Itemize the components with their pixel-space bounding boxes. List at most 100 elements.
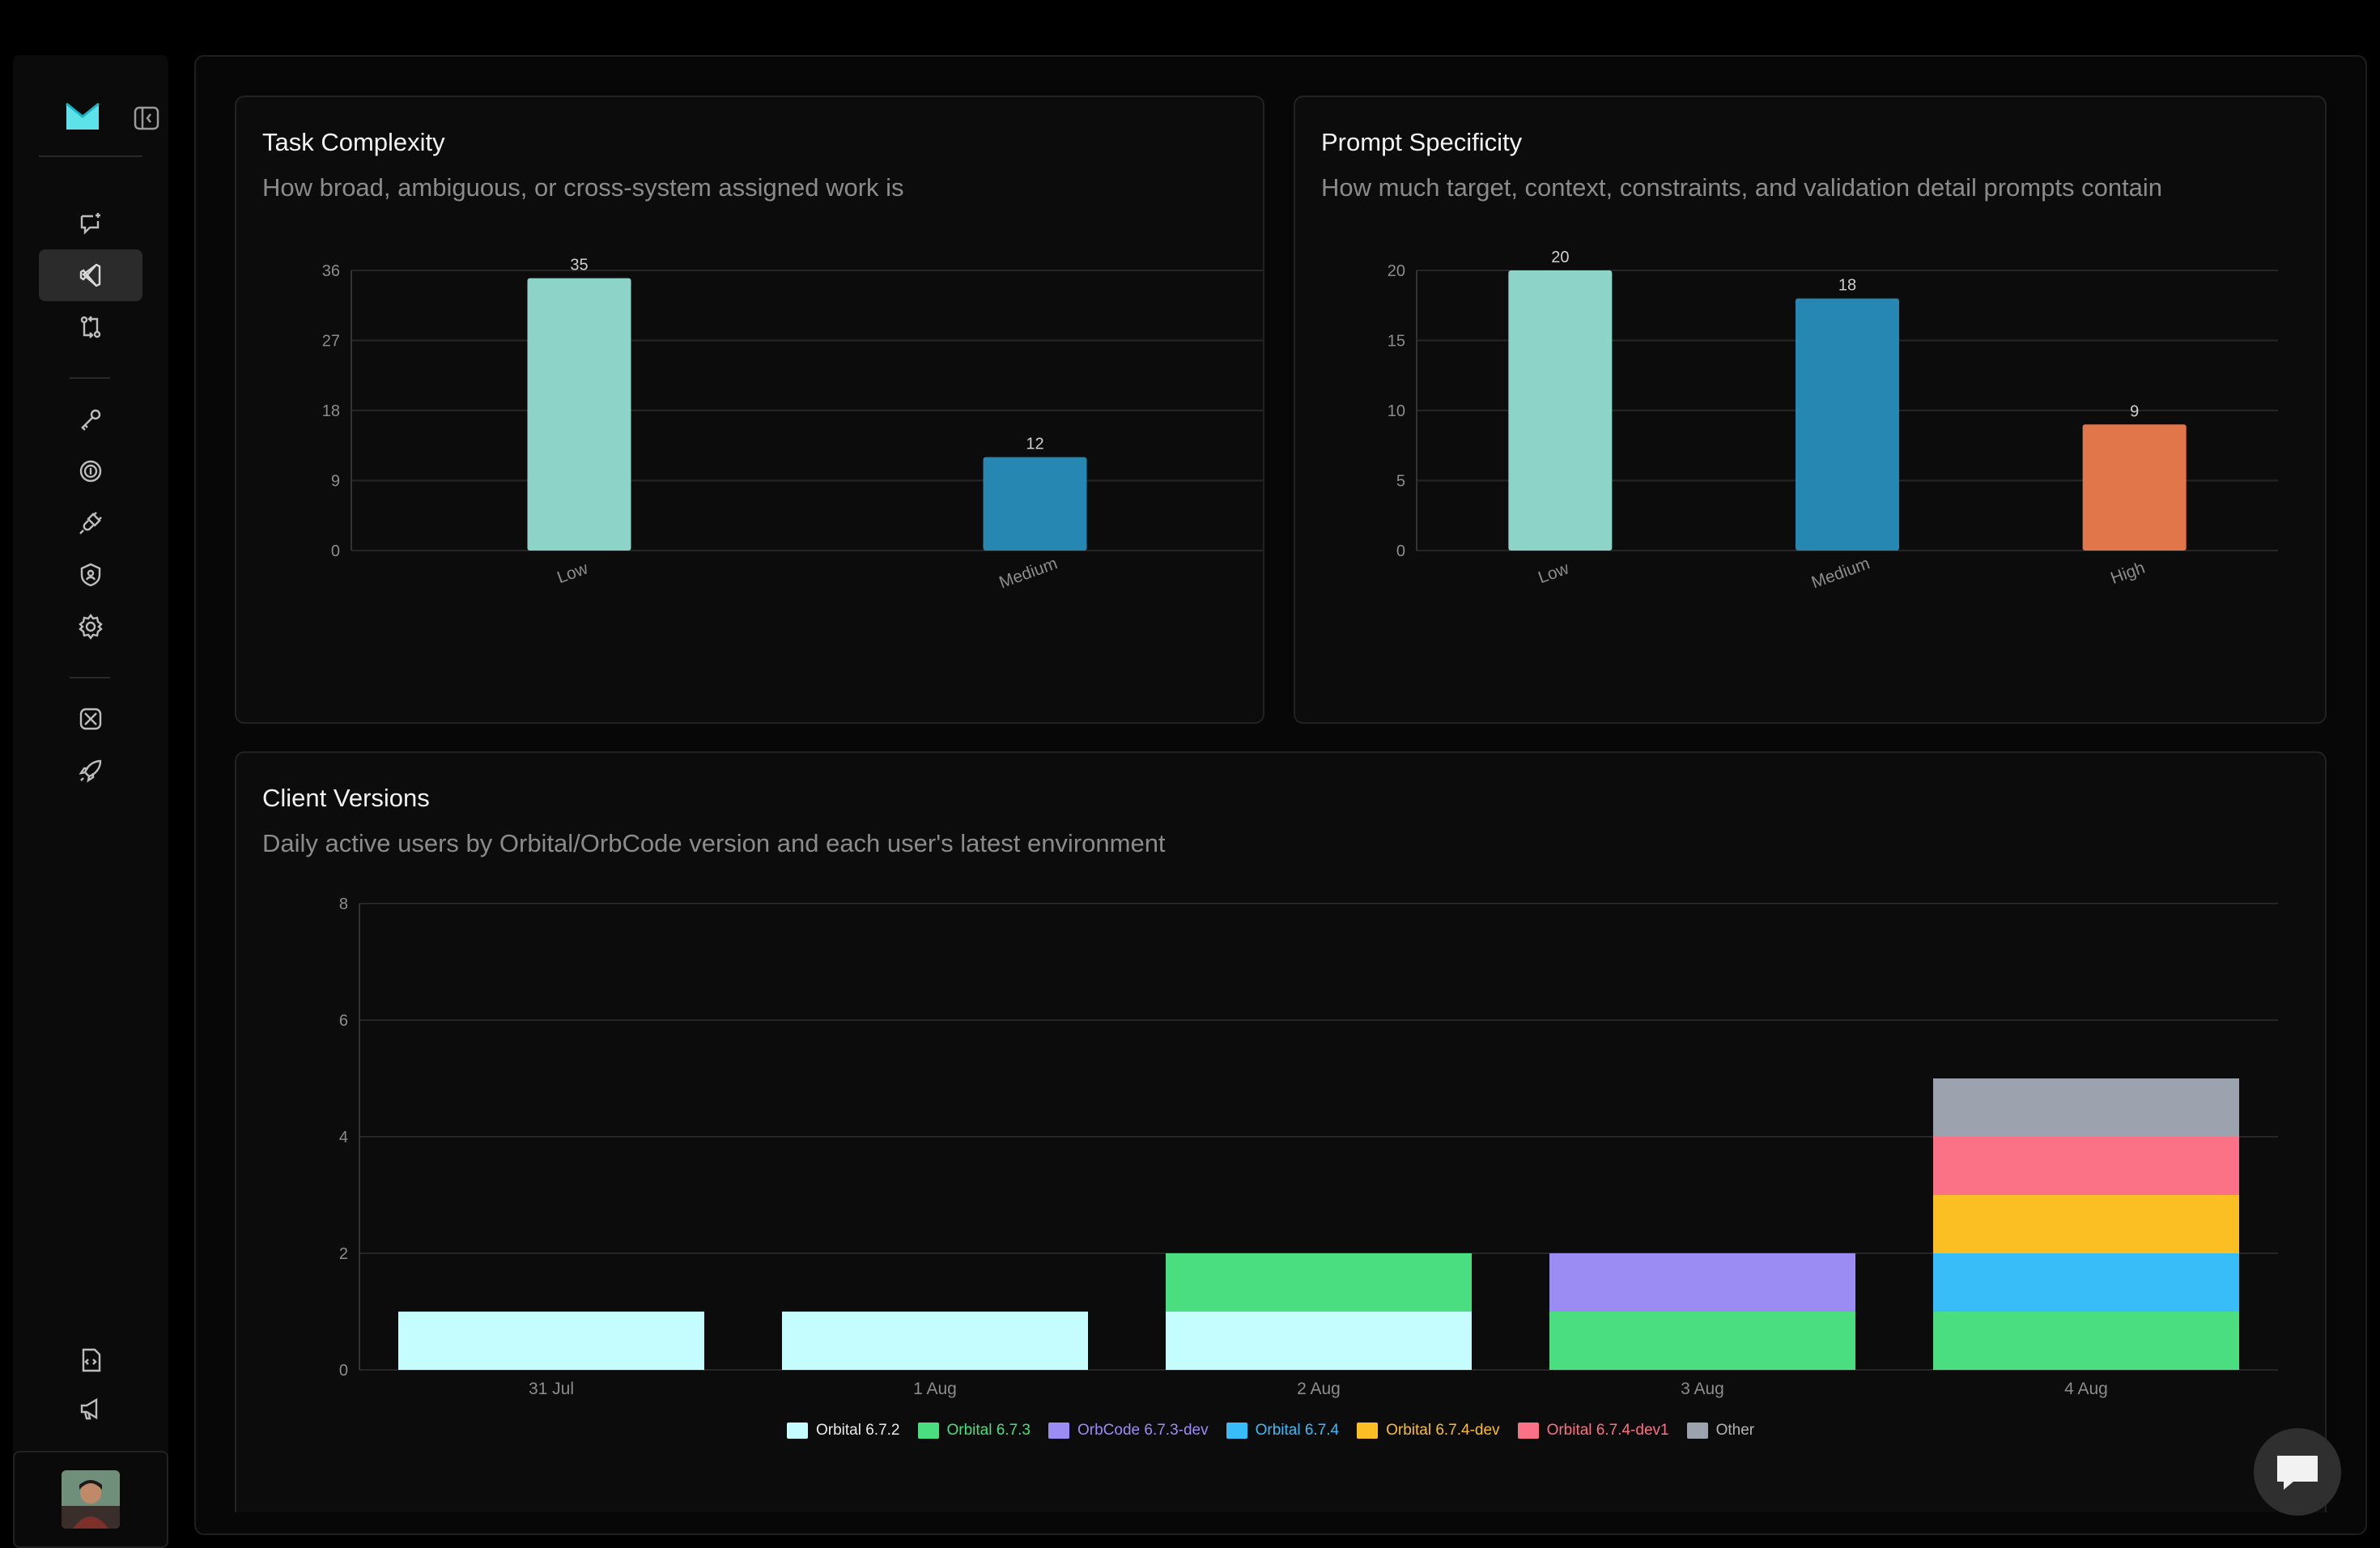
y-tick-label: 10 xyxy=(1388,402,1405,420)
sidebar xyxy=(13,55,168,1548)
x-tick-label: 4 Aug xyxy=(2064,1380,2108,1398)
sidebar-item-settings[interactable] xyxy=(39,601,142,653)
stacked-bar-segment[interactable] xyxy=(1166,1253,1472,1312)
x-tick-label: Medium xyxy=(1809,554,1872,592)
key-icon xyxy=(81,409,101,431)
y-tick-label: 27 xyxy=(322,333,340,351)
y-tick-label: 0 xyxy=(1396,542,1405,560)
chat-bubble-icon xyxy=(2277,1456,2318,1490)
announcement-icon xyxy=(80,1397,98,1420)
sidebar-item-security[interactable] xyxy=(39,549,142,601)
bar[interactable] xyxy=(1508,270,1613,551)
client-versions-card: Client Versions Daily active users by Or… xyxy=(235,751,2327,1512)
bar[interactable] xyxy=(527,278,631,551)
sidebar-item-chat[interactable] xyxy=(39,198,142,249)
y-tick-label: 0 xyxy=(339,1362,348,1380)
chat-sparkle-icon xyxy=(80,213,100,235)
legend-swatch xyxy=(1048,1423,1069,1439)
avatar[interactable] xyxy=(62,1470,120,1529)
legend-label: Other xyxy=(1715,1422,1755,1439)
bar[interactable] xyxy=(1796,298,1899,551)
sidebar-item-ide[interactable] xyxy=(39,249,142,301)
legend-label: Orbital 6.7.4-dev xyxy=(1386,1422,1500,1439)
legend-swatch xyxy=(917,1423,939,1439)
sidebar-item-integrations[interactable] xyxy=(39,497,142,549)
legend-item[interactable]: Orbital 6.7.4-dev1 xyxy=(1517,1422,1669,1440)
stacked-bar-segment[interactable] xyxy=(1933,1312,2239,1370)
y-tick-label: 5 xyxy=(1396,473,1405,491)
legend-item[interactable]: Other xyxy=(1686,1422,1755,1440)
sidebar-divider xyxy=(39,155,142,157)
collapse-sidebar-icon[interactable] xyxy=(133,105,160,131)
sidebar-divider xyxy=(70,377,110,379)
legend-label: Orbital 6.7.3 xyxy=(946,1422,1031,1439)
stacked-bar-segment[interactable] xyxy=(1166,1312,1472,1370)
legend-item[interactable]: Orbital 6.7.2 xyxy=(787,1422,900,1440)
legend-item[interactable]: OrbCode 6.7.3-dev xyxy=(1048,1422,1209,1440)
legend-swatch xyxy=(787,1423,808,1439)
legend-item[interactable]: Orbital 6.7.4 xyxy=(1226,1422,1340,1440)
stacked-bar-segment[interactable] xyxy=(1549,1253,1855,1312)
bar[interactable] xyxy=(983,457,1087,551)
chat-support-button[interactable] xyxy=(2254,1428,2341,1516)
rocket-icon xyxy=(79,759,102,783)
legend-swatch xyxy=(1686,1423,1708,1439)
x-tick-label: 1 Aug xyxy=(913,1380,957,1398)
stacked-bar-segment[interactable] xyxy=(1549,1312,1855,1370)
sidebar-item-docs[interactable] xyxy=(39,1334,142,1386)
sidebar-item-billing[interactable] xyxy=(39,445,142,497)
task-complexity-card: Task Complexity How broad, ambiguous, or… xyxy=(235,96,1264,724)
y-tick-label: 18 xyxy=(322,402,340,420)
legend-label: Orbital 6.7.4-dev1 xyxy=(1546,1422,1669,1439)
chart-legend: Orbital 6.7.2 Orbital 6.7.3 OrbCode 6.7.3-… xyxy=(787,1422,1754,1440)
data-label: 12 xyxy=(1026,436,1043,453)
x-tick-label: Medium xyxy=(997,554,1060,592)
y-tick-label: 8 xyxy=(339,895,348,913)
stacked-bar-segment[interactable] xyxy=(398,1312,704,1370)
legend-item[interactable]: Orbital 6.7.3 xyxy=(917,1422,1031,1440)
pull-request-icon xyxy=(80,316,101,338)
legend-swatch xyxy=(1226,1423,1247,1439)
main-panel: Task Complexity How broad, ambiguous, or… xyxy=(194,55,2367,1535)
data-label: 20 xyxy=(1551,249,1569,266)
y-tick-label: 0 xyxy=(331,542,340,560)
sidebar-item-feedback[interactable] xyxy=(39,1383,142,1435)
prompt-specificity-card: Prompt Specificity How much target, cont… xyxy=(1294,96,2327,724)
stacked-bar-segment[interactable] xyxy=(1933,1078,2239,1137)
card-title: Task Complexity xyxy=(262,128,445,156)
legend-swatch xyxy=(1517,1423,1539,1439)
x-tick-label: High xyxy=(2108,559,2147,588)
card-subtitle: Daily active users by Orbital/OrbCode ve… xyxy=(262,829,1166,857)
card-subtitle: How broad, ambiguous, or cross-system as… xyxy=(262,173,904,202)
card-title: Prompt Specificity xyxy=(1321,128,1523,156)
stacked-bar-segment[interactable] xyxy=(1933,1253,2239,1312)
billing-coin-icon xyxy=(79,460,102,483)
data-label: 9 xyxy=(2130,402,2139,420)
legend-label: Orbital 6.7.4 xyxy=(1255,1422,1340,1439)
y-tick-label: 36 xyxy=(322,262,340,280)
plug-icon xyxy=(79,512,102,534)
stacked-bar-segment[interactable] xyxy=(782,1312,1088,1370)
y-tick-label: 9 xyxy=(331,473,340,491)
stacked-bar-segment[interactable] xyxy=(1933,1137,2239,1195)
y-tick-label: 20 xyxy=(1388,262,1405,280)
sidebar-item-pull-requests[interactable] xyxy=(39,301,142,353)
stacked-bar-segment[interactable] xyxy=(1933,1195,2239,1253)
data-label: 35 xyxy=(570,257,588,274)
legend-item[interactable]: Orbital 6.7.4-dev xyxy=(1357,1422,1500,1440)
bar[interactable] xyxy=(2082,424,2187,551)
legend-swatch xyxy=(1357,1423,1379,1439)
y-tick-label: 4 xyxy=(339,1129,348,1146)
y-tick-label: 15 xyxy=(1388,333,1405,351)
x-tick-label: Low xyxy=(555,559,591,587)
card-subtitle: How much target, context, constraints, a… xyxy=(1321,173,2163,202)
app-logo-icon[interactable] xyxy=(65,100,100,133)
y-tick-label: 2 xyxy=(339,1245,348,1263)
sidebar-item-deploy[interactable] xyxy=(39,745,142,797)
prompt-specificity-chart: 0 5 10 15 20 20 Low 18 Medium 9 High xyxy=(1388,249,2278,592)
data-label: 18 xyxy=(1838,277,1856,295)
sidebar-item-models[interactable] xyxy=(39,693,142,745)
user-profile[interactable] xyxy=(13,1451,168,1548)
legend-label: OrbCode 6.7.3-dev xyxy=(1077,1422,1209,1439)
sidebar-item-api-keys[interactable] xyxy=(39,393,142,445)
